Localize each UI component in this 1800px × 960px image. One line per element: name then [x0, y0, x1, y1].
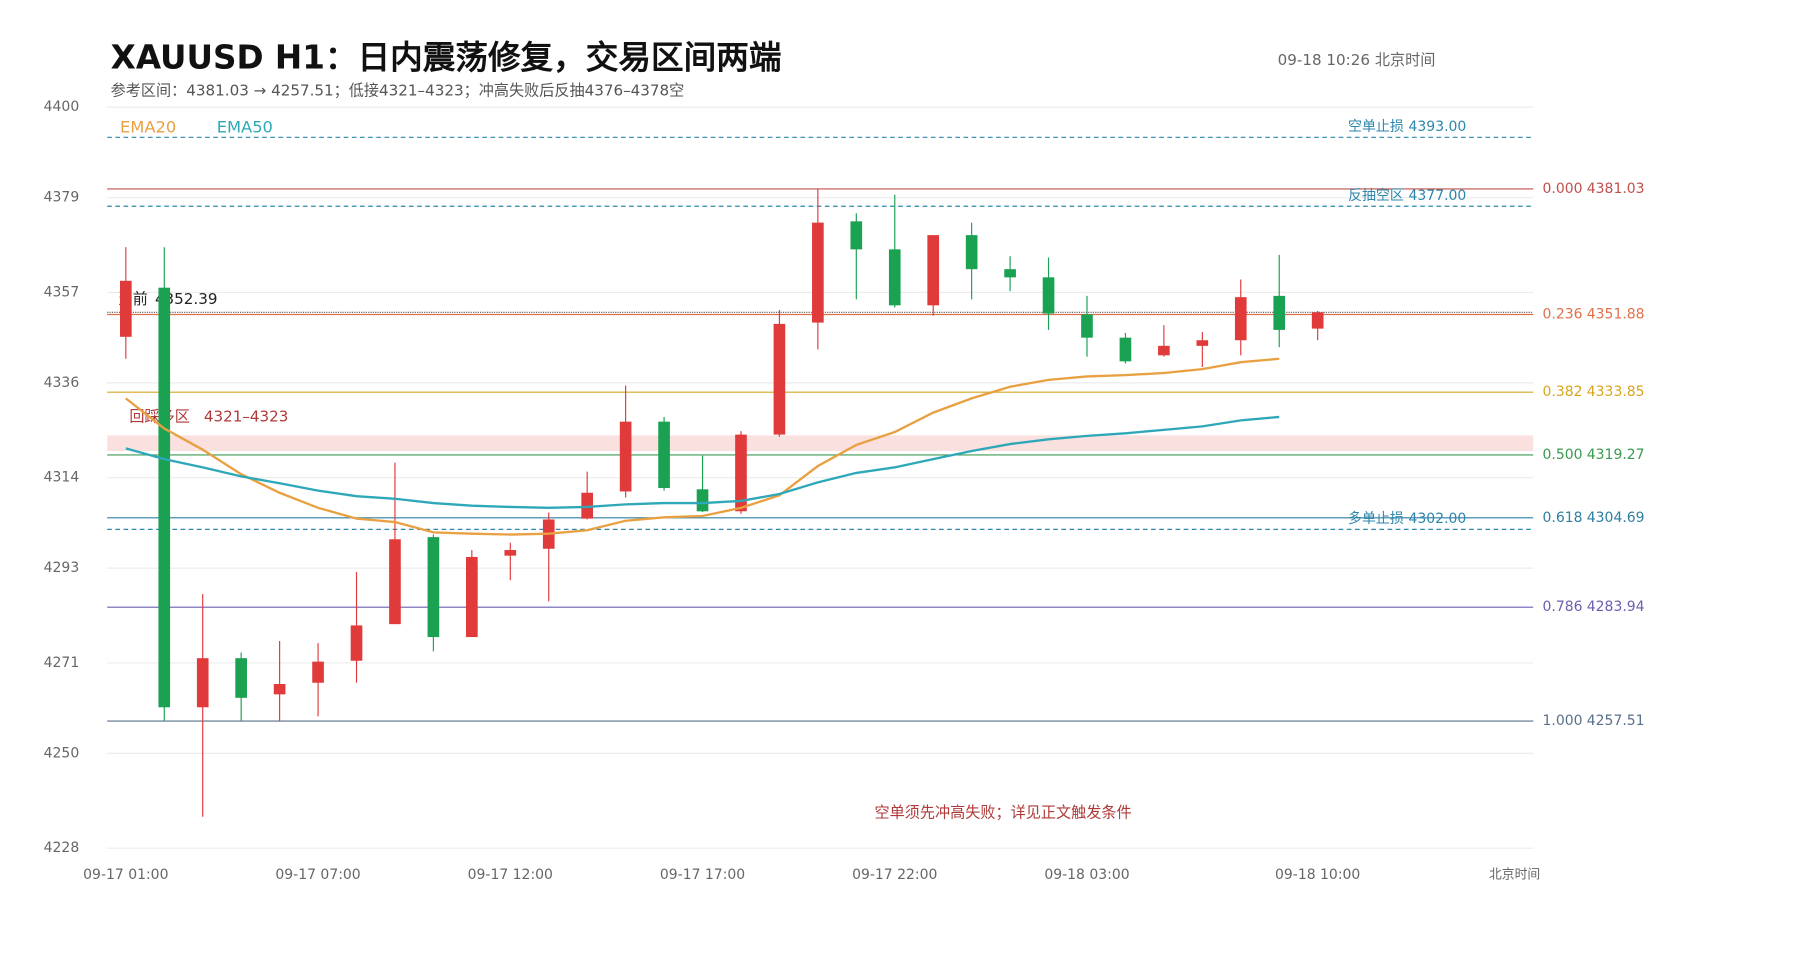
level-name: 多单止损	[1348, 510, 1404, 527]
candle-body	[389, 539, 401, 625]
candle-body	[1311, 312, 1324, 329]
candle-body	[581, 492, 594, 519]
current-value: 4352.39	[155, 290, 218, 308]
fib-value: 4381.03	[1587, 181, 1645, 197]
fib-value: 4333.85	[1587, 384, 1645, 400]
candle-body	[120, 280, 132, 337]
y-tick-label: 4357	[44, 284, 80, 300]
y-tick-label: 4379	[44, 190, 80, 206]
candle-body	[888, 249, 901, 306]
x-tick-label: 09-18 10:00	[1275, 867, 1360, 883]
candle-body	[1234, 297, 1247, 341]
candle-body	[273, 684, 286, 695]
x-tick-label: 09-17 22:00	[852, 867, 937, 883]
fib-ratio: 0.618	[1543, 510, 1583, 526]
candle-body	[504, 550, 517, 556]
y-tick-label: 4293	[44, 560, 80, 576]
candle-body	[965, 235, 978, 270]
legend-label: EMA50	[217, 118, 273, 137]
candle-body	[1196, 340, 1209, 346]
fib-value: 4351.88	[1587, 306, 1645, 322]
level-price: 4377.00	[1409, 188, 1467, 204]
y-tick-label: 4314	[44, 470, 80, 486]
candle-body	[619, 421, 632, 492]
y-tick-label: 4228	[44, 840, 80, 856]
candle-body	[1004, 269, 1016, 278]
fib-value: 4283.94	[1587, 599, 1645, 615]
fib-ratio: 0.786	[1543, 599, 1583, 615]
level-price: 4302.00	[1409, 511, 1467, 527]
x-tick-label: 09-17 07:00	[275, 867, 360, 883]
candle-body	[312, 661, 324, 683]
candle-body	[696, 489, 709, 512]
annotation: 空单须先冲高失败；详见正文触发条件	[875, 804, 1132, 822]
candle-body	[158, 287, 171, 708]
candle-body	[773, 323, 786, 435]
candle-body	[427, 537, 440, 638]
x-tick-label: 09-18 03:00	[1044, 867, 1129, 883]
fib-value: 4304.69	[1587, 510, 1645, 526]
candle-body	[735, 434, 747, 512]
level-name: 反抽空区	[1348, 188, 1404, 204]
candle-body	[1042, 277, 1055, 314]
level-price: 4393.00	[1409, 119, 1467, 135]
x-tick-label: 09-17 01:00	[83, 867, 168, 883]
fib-ratio: 0.236	[1543, 306, 1583, 322]
zone	[107, 435, 1534, 452]
x-tick-label: 09-17 17:00	[660, 867, 745, 883]
chart-title: XAUUSD H1：日内震荡修复，交易区间两端	[111, 38, 782, 76]
fib-ratio: 1.000	[1543, 713, 1583, 729]
candle-body	[196, 658, 209, 708]
candle-body	[812, 222, 824, 323]
candle-body	[350, 625, 363, 661]
chart-subtitle: 参考区间：4381.03 → 4257.51；低接4321–4323；冲高失败后…	[111, 81, 685, 99]
candle-body	[1081, 314, 1093, 338]
candle-body	[658, 421, 670, 489]
candle-body	[850, 221, 863, 250]
level-name: 空单止损	[1348, 119, 1404, 135]
fib-ratio: 0.500	[1543, 447, 1583, 463]
ema-line	[125, 415, 1280, 509]
timestamp: 09-18 10:26 北京时间	[1278, 51, 1436, 69]
candle-body	[1158, 345, 1170, 356]
fib-value: 4319.27	[1587, 447, 1645, 463]
zone-range: 4321–4323	[204, 408, 289, 426]
candle-body	[1273, 295, 1286, 330]
candle-body	[235, 658, 247, 698]
x-tick-label: 09-17 12:00	[468, 867, 553, 883]
fib-ratio: 0.000	[1543, 181, 1583, 197]
x-axis-label: 北京时间	[1489, 867, 1540, 882]
y-tick-label: 4400	[44, 99, 80, 115]
y-tick-label: 4250	[44, 745, 80, 761]
fib-value: 4257.51	[1587, 713, 1645, 729]
fib-ratio: 0.382	[1543, 384, 1583, 400]
legend-label: EMA20	[120, 118, 176, 137]
candle-body	[466, 556, 478, 638]
y-tick-label: 4271	[44, 655, 80, 671]
y-tick-label: 4336	[44, 375, 80, 391]
candle-body	[927, 235, 940, 306]
candle-body	[1119, 337, 1132, 362]
ema-line	[125, 357, 1280, 536]
